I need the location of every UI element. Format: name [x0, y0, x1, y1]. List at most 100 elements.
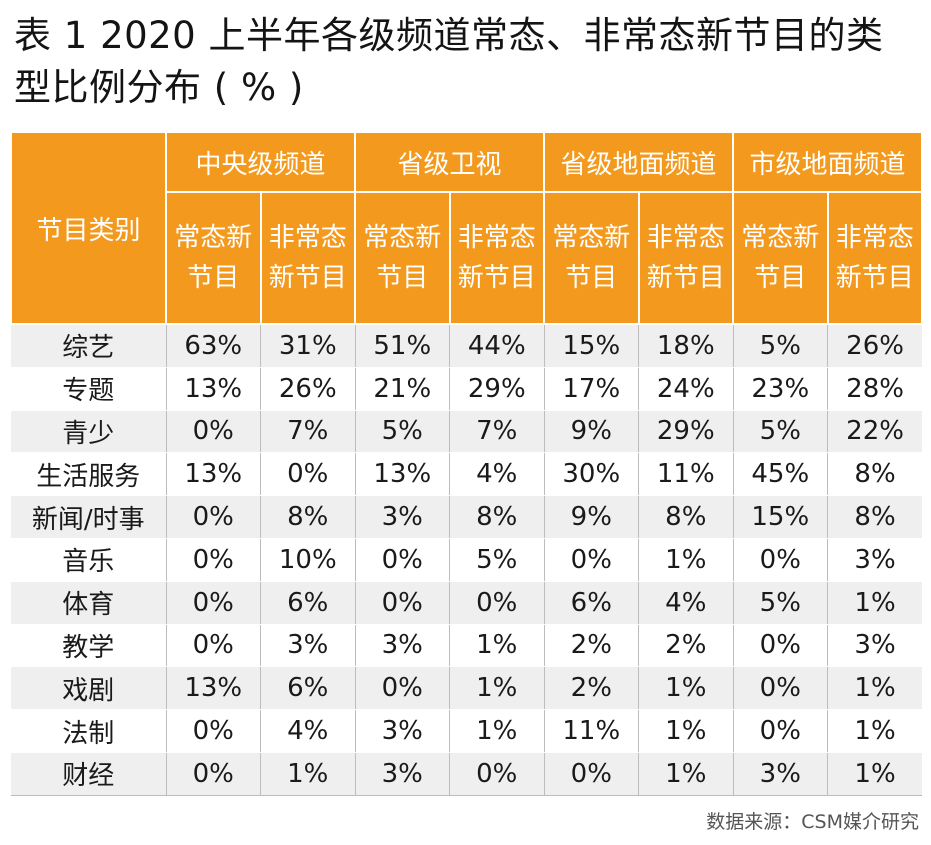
table-cell: 1%	[638, 538, 734, 582]
table-cell: 5%	[733, 581, 829, 625]
table-cell: 1%	[638, 666, 734, 711]
sub-header-irregular: 非常态新节目	[637, 191, 735, 325]
table-cell: 3%	[355, 709, 451, 753]
table-cell: 0%	[544, 538, 640, 582]
table-cell: 0%	[544, 752, 640, 796]
group-header-provincial-satellite: 省级卫视	[354, 131, 546, 193]
table-cell: 0%	[449, 752, 545, 796]
table-body: 综艺 63% 31% 51% 44% 15% 18% 5% 26% 专题 13%…	[11, 324, 923, 796]
sub-header-regular: 常态新节目	[543, 191, 640, 325]
table-cell: 15%	[733, 495, 829, 539]
table-cell: 0%	[733, 666, 829, 711]
table-cell: 0%	[733, 709, 829, 753]
group-header-row: 节目类别 中央级频道 省级卫视 省级地面频道 市级地面频道	[10, 131, 924, 325]
table-cell: 0%	[733, 538, 829, 582]
table-cell: 0%	[355, 538, 451, 582]
table-cell: 31%	[260, 324, 356, 368]
row-category: 音乐	[11, 538, 167, 582]
table-cell: 1%	[827, 709, 923, 753]
table-cell: 23%	[733, 367, 829, 411]
table-cell: 7%	[260, 410, 356, 454]
table-cell: 5%	[733, 410, 829, 454]
table-cell: 3%	[260, 624, 356, 668]
table-cell: 0%	[166, 581, 261, 625]
row-category: 戏剧	[11, 666, 167, 711]
sub-header-regular: 常态新节目	[165, 191, 262, 325]
table-cell: 1%	[638, 752, 734, 796]
table-cell: 26%	[260, 367, 356, 411]
table-row: 财经 0% 1% 3% 0% 0% 1% 3% 1%	[11, 752, 923, 796]
table-cell: 8%	[449, 495, 545, 539]
table-row: 法制 0% 4% 3% 1% 11% 1% 0% 1%	[11, 709, 923, 753]
row-category: 青少	[11, 410, 167, 454]
sub-header-irregular: 非常态新节目	[259, 191, 357, 325]
table-cell: 5%	[449, 538, 545, 582]
row-category: 法制	[11, 709, 167, 753]
table-cell: 29%	[449, 367, 545, 411]
table-cell: 0%	[166, 624, 261, 668]
table-row: 音乐 0% 10% 0% 5% 0% 1% 0% 3%	[11, 538, 923, 582]
table-row: 综艺 63% 31% 51% 44% 15% 18% 5% 26%	[11, 324, 923, 368]
table-row: 教学 0% 3% 3% 1% 2% 2% 0% 3%	[11, 624, 923, 668]
row-category: 专题	[11, 367, 167, 411]
table-cell: 10%	[260, 538, 356, 582]
table-cell: 1%	[827, 581, 923, 625]
table-cell: 1%	[449, 624, 545, 668]
sub-header-regular: 常态新节目	[354, 191, 451, 325]
table-row: 生活服务 13% 0% 13% 4% 30% 11% 45% 8%	[11, 452, 923, 497]
table-row: 戏剧 13% 6% 0% 1% 2% 1% 0% 1%	[11, 666, 923, 711]
row-category: 生活服务	[11, 452, 167, 497]
table-cell: 0%	[355, 666, 451, 711]
table-cell: 7%	[449, 410, 545, 454]
table-cell: 2%	[544, 666, 640, 711]
data-source-note: 数据来源：CSM媒介研究	[706, 811, 919, 833]
table-cell: 17%	[544, 367, 640, 411]
table-row: 体育 0% 6% 0% 0% 6% 4% 5% 1%	[11, 581, 923, 625]
row-category: 教学	[11, 624, 167, 668]
table-cell: 6%	[260, 666, 356, 711]
table-cell: 1%	[449, 709, 545, 753]
table-cell: 18%	[638, 324, 734, 368]
table-cell: 13%	[166, 666, 261, 711]
table-cell: 0%	[355, 581, 451, 625]
sub-header-irregular: 非常态新节目	[448, 191, 546, 325]
table-cell: 4%	[449, 452, 545, 497]
table-cell: 0%	[166, 709, 261, 753]
table-cell: 9%	[544, 410, 640, 454]
table-cell: 1%	[449, 666, 545, 711]
table-cell: 6%	[544, 581, 640, 625]
table-cell: 0%	[733, 624, 829, 668]
table-cell: 22%	[827, 410, 923, 454]
table-cell: 0%	[166, 495, 261, 539]
sub-header-row: 常态新节目 非常态新节目 常态新节目 非常态新节目 常态新节目 非常态新节目 常…	[11, 191, 924, 325]
table-cell: 26%	[827, 324, 923, 368]
group-header-central: 中央级频道	[164, 131, 357, 193]
table-cell: 3%	[827, 624, 923, 668]
table-cell: 3%	[355, 495, 451, 539]
table-cell: 4%	[638, 581, 734, 625]
table-cell: 8%	[827, 495, 923, 539]
table-cell: 1%	[827, 666, 923, 711]
table-cell: 8%	[260, 495, 356, 539]
table-cell: 1%	[260, 752, 356, 796]
data-table: 节目类别 中央级频道 省级卫视 省级地面频道 市级地面频道 常态新节目 非常态新…	[10, 131, 924, 796]
table-cell: 3%	[355, 752, 451, 796]
table-cell: 8%	[638, 495, 734, 539]
table-cell: 5%	[355, 410, 451, 454]
table-cell: 5%	[733, 324, 829, 368]
sub-header-regular: 常态新节目	[732, 191, 829, 325]
table-cell: 63%	[166, 324, 261, 368]
table-cell: 0%	[449, 581, 545, 625]
table-cell: 13%	[166, 452, 261, 497]
table-cell: 51%	[355, 324, 451, 368]
group-header-provincial-terrestrial: 省级地面频道	[543, 131, 735, 193]
table-cell: 2%	[638, 624, 734, 668]
table-cell: 4%	[260, 709, 356, 753]
table-cell: 3%	[355, 624, 451, 668]
table-cell: 13%	[355, 452, 451, 497]
table-title: 表 1 2020 上半年各级频道常态、非常态新节目的类型比例分布 ( % )	[14, 14, 884, 109]
table-cell: 1%	[638, 709, 734, 753]
table-cell: 13%	[166, 367, 261, 411]
table-row: 新闻/时事 0% 8% 3% 8% 9% 8% 15% 8%	[11, 495, 923, 539]
table-cell: 6%	[260, 581, 356, 625]
